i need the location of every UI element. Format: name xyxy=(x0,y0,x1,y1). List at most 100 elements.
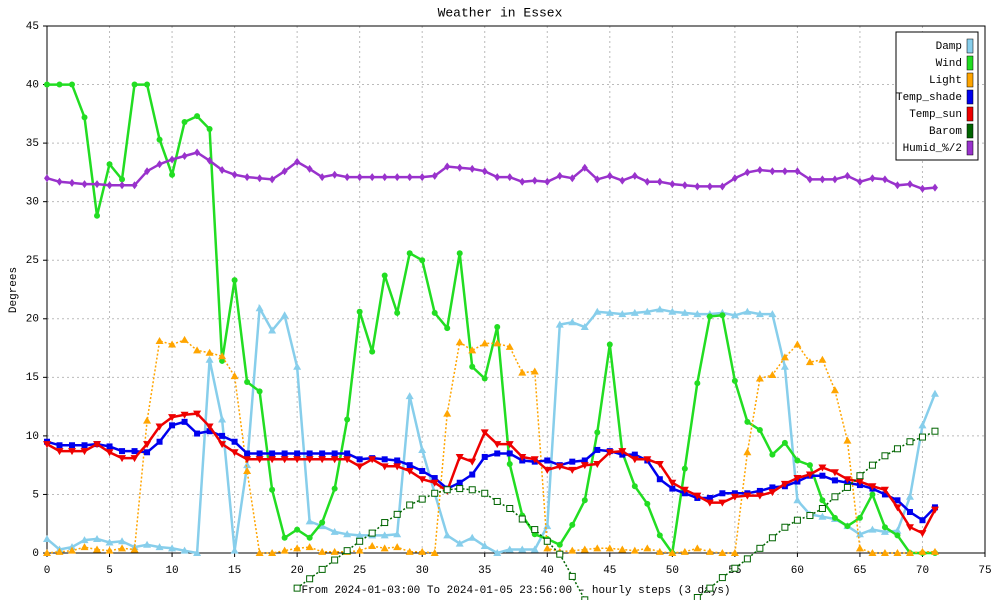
marker xyxy=(219,432,226,439)
marker xyxy=(555,320,564,328)
marker xyxy=(543,537,551,545)
marker xyxy=(930,389,939,397)
marker xyxy=(794,167,801,176)
marker xyxy=(868,549,877,556)
marker xyxy=(306,164,313,173)
marker xyxy=(130,455,139,463)
marker xyxy=(581,457,588,464)
marker xyxy=(406,250,413,257)
marker xyxy=(818,512,827,520)
marker xyxy=(155,337,164,345)
marker xyxy=(168,340,177,348)
marker xyxy=(368,456,377,464)
marker xyxy=(768,489,777,497)
x-tick-label: 70 xyxy=(916,565,929,577)
marker xyxy=(480,541,489,549)
marker xyxy=(405,392,414,400)
marker xyxy=(393,463,402,471)
marker xyxy=(56,81,63,88)
marker xyxy=(431,475,438,482)
marker xyxy=(493,441,502,449)
marker xyxy=(219,166,226,175)
marker xyxy=(155,543,164,551)
marker xyxy=(855,478,864,486)
marker xyxy=(893,504,902,512)
marker xyxy=(506,173,513,182)
marker xyxy=(193,410,202,418)
marker xyxy=(331,450,338,457)
marker xyxy=(906,180,913,189)
marker xyxy=(855,544,864,552)
marker xyxy=(393,510,401,518)
marker xyxy=(931,427,939,435)
marker xyxy=(705,499,714,507)
marker xyxy=(506,460,513,467)
marker xyxy=(894,532,901,539)
marker xyxy=(419,257,426,264)
marker xyxy=(456,163,463,172)
marker xyxy=(705,547,714,555)
marker xyxy=(856,177,863,186)
marker xyxy=(144,167,151,176)
marker xyxy=(743,307,752,315)
marker xyxy=(519,177,526,186)
marker xyxy=(706,182,713,191)
marker xyxy=(168,544,177,552)
marker xyxy=(718,499,727,507)
marker xyxy=(643,456,652,464)
marker xyxy=(343,530,352,538)
marker xyxy=(393,530,402,538)
marker xyxy=(780,353,789,361)
marker xyxy=(394,173,401,182)
marker xyxy=(431,171,438,180)
y-tick-label: 45 xyxy=(26,21,39,33)
marker xyxy=(293,362,302,370)
marker xyxy=(431,489,439,497)
marker xyxy=(330,456,339,464)
marker xyxy=(281,167,288,176)
marker xyxy=(118,455,127,463)
marker xyxy=(381,519,389,527)
marker xyxy=(818,504,826,512)
marker xyxy=(230,449,239,457)
marker xyxy=(831,175,838,184)
marker xyxy=(656,476,663,483)
marker xyxy=(805,358,814,366)
marker xyxy=(318,565,326,573)
marker xyxy=(319,450,326,457)
marker xyxy=(756,427,763,434)
marker xyxy=(831,493,839,501)
marker xyxy=(131,181,138,190)
marker xyxy=(180,411,189,419)
marker xyxy=(868,525,877,533)
marker xyxy=(731,377,738,384)
marker xyxy=(318,547,327,555)
x-tick-label: 5 xyxy=(106,565,113,577)
marker xyxy=(731,564,739,572)
marker xyxy=(569,174,576,183)
marker xyxy=(456,479,463,486)
series-line xyxy=(46,339,935,554)
marker xyxy=(94,212,101,219)
marker xyxy=(319,173,326,182)
marker xyxy=(269,175,276,184)
marker xyxy=(655,460,664,468)
marker xyxy=(118,544,127,552)
marker xyxy=(606,171,613,180)
marker xyxy=(181,418,188,425)
marker xyxy=(368,529,376,537)
marker xyxy=(831,477,838,484)
marker xyxy=(780,362,789,370)
marker xyxy=(781,523,789,531)
marker xyxy=(930,506,939,514)
y-tick-label: 10 xyxy=(26,431,39,443)
marker xyxy=(543,466,552,474)
marker xyxy=(731,490,738,497)
chart-title: Weather in Essex xyxy=(438,5,563,20)
marker xyxy=(206,126,213,133)
marker xyxy=(706,313,713,320)
marker xyxy=(406,501,414,509)
marker xyxy=(918,421,927,429)
marker xyxy=(719,182,726,191)
